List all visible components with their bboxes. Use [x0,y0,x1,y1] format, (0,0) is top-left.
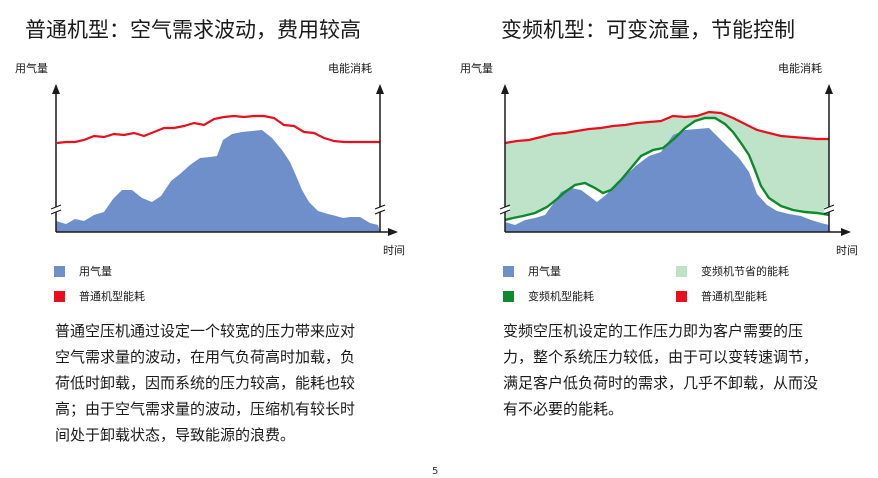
legend-swatch-savings [676,265,687,277]
legend-label-standard-energy: 普通机型能耗 [701,290,767,303]
legend-item-air-demand: 用气量 [503,263,561,279]
vsd-description-line: 满足客户低负荷时的需求，几乎不卸载，从而没 [503,374,819,392]
left-y-axis-arrow [501,84,509,94]
legend-swatch-vsd-energy [503,290,514,302]
standard-machine-panel: 普通机型：空气需求波动，费用较高 用气量 电能消耗 时间 用气量 [15,18,407,448]
legend-label-air-demand: 用气量 [528,265,561,278]
vsd-machine-panel: 变频机型：可变流量，节能控制 用气量 电能消耗 时间 [439,0,878,478]
standard-description-line: 空气需求量的波动，在用气负荷高时加载，负 [55,348,356,366]
right-y-axis-arrow [376,84,384,94]
page-number: 5 [432,466,439,477]
standard-description-line: 高；由于空气需求量的波动，压缩机有较长时 [55,400,356,418]
legend-label-vsd-energy: 变频机型能耗 [528,290,594,303]
x-axis-arrow [841,228,851,236]
legend-swatch-air-demand [54,265,65,277]
legend-label-standard-energy: 普通机型能耗 [79,290,145,303]
axis-break-left [50,204,62,215]
legend-label-air-demand: 用气量 [79,265,112,278]
energy-axis-label: 电能消耗 [328,62,372,75]
legend-swatch-air-demand [503,265,514,277]
standard-panel-title: 普通机型：空气需求波动，费用较高 [25,18,361,42]
legend-item-savings: 变频机节省的能耗 [676,263,789,279]
air-demand-area [505,128,829,232]
standard-energy-line [56,114,380,145]
standard-diagram [50,84,398,236]
legend-swatch-standard-energy [676,290,687,302]
air-demand-axis-label: 用气量 [15,62,48,75]
legend-item-vsd-energy: 变频机型能耗 [503,288,594,304]
energy-axis-label: 电能消耗 [778,62,822,75]
legend-item-standard-energy: 普通机型能耗 [676,288,767,304]
right-y-axis-arrow [825,84,833,94]
time-axis-label: 时间 [383,244,405,257]
legend-item-standard-energy: 普通机型能耗 [54,288,145,304]
axis-break-right [374,204,386,215]
x-axis-arrow [388,228,398,236]
air-demand-axis-label: 用气量 [460,62,493,75]
vsd-description-line: 有不必要的能耗。 [503,400,624,418]
savings-area [505,112,829,220]
legend-item-air-demand: 用气量 [54,263,112,279]
standard-description-line: 普通空压机通过设定一个较宽的压力带来应对 [55,322,356,340]
axis-break-right [823,204,835,215]
axis-break-left [499,204,511,215]
vsd-panel-title: 变频机型：可变流量，节能控制 [501,18,795,42]
standard-description: 普通空压机通过设定一个较宽的压力带来应对 空气需求量的波动，在用气负荷高时加载，… [55,318,407,448]
standard-description-line: 间处于卸载状态，导致能源的浪费。 [55,426,296,444]
vsd-description: 变频空压机设定的工作压力即为客户需要的压 力，整个系统压力较低，由于可以变转速调… [503,318,863,422]
legend-swatch-standard-energy [54,290,65,302]
vsd-description-line: 变频空压机设定的工作压力即为客户需要的压 [503,322,804,340]
legend-label-savings: 变频机节省的能耗 [701,265,789,278]
vsd-description-line: 力，整个系统压力较低，由于可以变转速调节， [503,348,819,366]
vsd-energy-line [504,116,830,222]
standard-description-line: 荷低时卸载，因而系统的压力较高，能耗也较 [55,374,356,392]
air-demand-area [56,130,380,232]
time-axis-label: 时间 [836,244,858,257]
vsd-diagram [499,84,851,236]
left-y-axis-arrow [52,84,60,94]
standard-energy-line [504,110,829,145]
